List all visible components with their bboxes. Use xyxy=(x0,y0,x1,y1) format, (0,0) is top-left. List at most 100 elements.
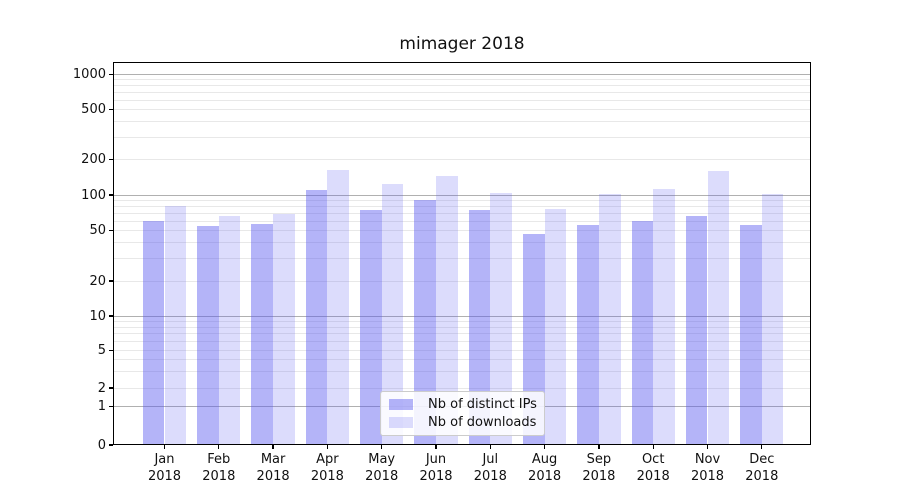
bar-nov-distinct-ips xyxy=(685,215,708,445)
minor-gridline xyxy=(113,205,811,207)
x-tick-label: May 2018 xyxy=(365,452,399,484)
major-gridline xyxy=(113,73,811,75)
minor-gridline xyxy=(113,85,811,87)
bar-mar-distinct-ips xyxy=(251,223,274,445)
x-tick-mark xyxy=(381,445,383,449)
legend-item: Nb of distinct IPs xyxy=(389,397,537,412)
minor-gridline xyxy=(113,220,811,222)
legend: Nb of distinct IPs Nb of downloads xyxy=(380,391,545,436)
bar-sep-distinct-ips xyxy=(577,224,599,445)
x-tick-label: Jul 2018 xyxy=(473,452,507,484)
bar-dec-downloads xyxy=(761,193,784,445)
x-tick-label: Oct 2018 xyxy=(636,452,670,484)
bar-jun-distinct-ips xyxy=(414,200,436,445)
bar-jan-downloads xyxy=(164,206,187,445)
x-tick-label: Sep 2018 xyxy=(582,452,616,484)
bar-jan-distinct-ips xyxy=(142,221,165,445)
bar-dec-distinct-ips xyxy=(740,224,762,445)
x-tick-mark xyxy=(326,445,329,449)
minor-gridline xyxy=(113,258,811,260)
minor-gridline xyxy=(113,230,811,231)
minor-gridline xyxy=(113,387,811,389)
minor-gridline xyxy=(113,340,811,342)
bar-sep-downloads xyxy=(598,194,621,445)
bar-feb-distinct-ips xyxy=(197,225,219,445)
minor-gridline xyxy=(113,320,811,322)
y-tick-mark xyxy=(109,444,113,446)
bar-jul-distinct-ips xyxy=(468,210,491,445)
bar-mar-downloads xyxy=(273,214,295,445)
major-gridline xyxy=(113,315,811,317)
y-tick-label: 200 xyxy=(81,152,106,168)
x-tick-label: Mar 2018 xyxy=(256,452,290,484)
bar-apr-downloads xyxy=(327,169,350,445)
x-tick-mark xyxy=(218,445,220,449)
legend-label: Nb of downloads xyxy=(428,414,537,430)
bar-may-distinct-ips xyxy=(360,209,382,445)
x-tick-mark xyxy=(163,445,166,449)
y-tick-label: 50 xyxy=(89,223,106,238)
x-tick-label: Feb 2018 xyxy=(202,452,236,484)
minor-gridline xyxy=(113,99,811,101)
y-tick-label: 1 xyxy=(97,399,106,414)
bar-jul-downloads xyxy=(490,193,512,445)
x-tick-label: Dec 2018 xyxy=(745,452,779,484)
bar-may-downloads xyxy=(381,183,404,445)
y-tick-mark xyxy=(109,315,113,317)
y-tick-mark xyxy=(109,349,113,352)
bar-nov-downloads xyxy=(707,171,730,445)
major-gridline xyxy=(113,194,811,196)
bar-oct-distinct-ips xyxy=(631,221,654,445)
y-tick-label: 5 xyxy=(97,343,106,358)
y-tick-mark xyxy=(109,387,113,389)
y-tick-mark xyxy=(109,280,113,282)
x-tick-mark xyxy=(272,445,274,449)
bar-apr-distinct-ips xyxy=(305,190,328,445)
x-tick-mark xyxy=(706,445,709,449)
y-tick-label: 500 xyxy=(81,101,106,117)
minor-gridline xyxy=(113,359,811,361)
x-tick-mark xyxy=(543,445,546,449)
minor-gridline xyxy=(113,199,811,201)
y-tick-label: 1000 xyxy=(72,66,106,82)
x-tick-label: Jun 2018 xyxy=(419,452,453,484)
minor-gridline xyxy=(113,370,811,372)
minor-gridline xyxy=(113,333,811,335)
x-tick-label: Aug 2018 xyxy=(528,452,562,484)
x-tick-mark xyxy=(435,445,437,449)
minor-gridline xyxy=(113,91,811,93)
x-tick-mark xyxy=(598,445,600,449)
y-tick-mark xyxy=(109,229,113,232)
x-tick-label: Apr 2018 xyxy=(310,452,344,484)
y-tick-mark xyxy=(109,405,113,408)
bar-jun-downloads xyxy=(436,176,458,445)
legend-swatch-distinct-ips xyxy=(389,399,413,411)
y-tick-mark xyxy=(109,73,113,75)
minor-gridline xyxy=(113,79,811,81)
minor-gridline xyxy=(113,280,811,282)
y-tick-label: 10 xyxy=(89,308,106,324)
bar-oct-downloads xyxy=(653,189,675,445)
minor-gridline xyxy=(113,242,811,244)
x-tick-label: Jan 2018 xyxy=(147,452,182,484)
legend-swatch-downloads xyxy=(389,416,413,428)
y-tick-mark xyxy=(109,194,113,196)
x-tick-mark xyxy=(761,445,763,449)
chart-title: mimager 2018 xyxy=(399,34,525,54)
y-tick-label: 2 xyxy=(97,380,106,396)
y-tick-label: 0 xyxy=(97,437,106,453)
minor-gridline xyxy=(113,108,811,110)
bar-feb-downloads xyxy=(218,215,241,445)
y-tick-mark xyxy=(109,159,113,161)
minor-gridline xyxy=(113,136,811,138)
x-tick-mark xyxy=(489,445,491,449)
y-tick-label: 20 xyxy=(89,273,106,289)
minor-gridline xyxy=(113,121,811,123)
y-tick-mark xyxy=(109,108,113,110)
minor-gridline xyxy=(113,159,811,161)
legend-item: Nb of downloads xyxy=(389,415,536,430)
x-tick-label: Nov 2018 xyxy=(690,452,725,484)
minor-gridline xyxy=(113,350,811,351)
x-tick-mark xyxy=(652,445,654,449)
